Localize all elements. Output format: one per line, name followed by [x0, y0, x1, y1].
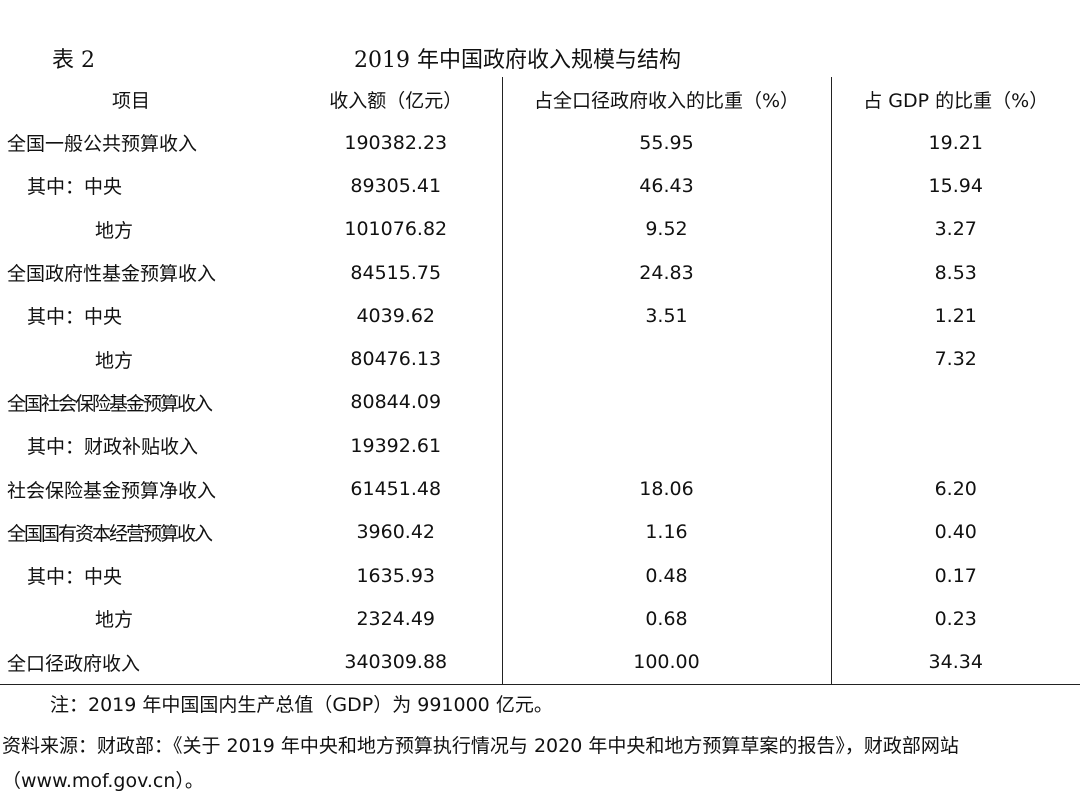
row-share-total: 24.83 [501, 250, 831, 295]
row-share-gdp: 3.27 [830, 207, 1080, 251]
source-line-2: （www.mof.gov.cn）。 [2, 770, 204, 792]
table-note: 注：2019 年中国国内生产总值（GDP）为 991000 亿元。 [50, 694, 553, 716]
row-share-gdp: 1.21 [830, 294, 1080, 338]
row-amount: 61451.48 [350, 478, 442, 501]
row-share-total [501, 380, 831, 425]
row-item: 全国一般公共预算收入 [7, 133, 198, 156]
row-share-gdp [830, 380, 1080, 425]
table-header-row: 项目 收入额（亿元） 占全口径政府收入的比重（%） 占 GDP 的比重（%） [0, 77, 1080, 121]
header-item: 项目 [112, 89, 151, 112]
table-row: 地方 80476.13 7.32 [0, 337, 1080, 381]
row-share-total: 46.43 [501, 164, 831, 208]
row-amount: 89305.41 [350, 174, 442, 197]
row-item: 地方 [95, 349, 134, 372]
row-share-total: 55.95 [501, 121, 831, 165]
row-share-total [501, 424, 831, 468]
row-amount: 19392.61 [350, 434, 442, 457]
table-row: 地方 101076.82 9.52 3.27 [0, 207, 1080, 251]
row-share-gdp: 8.53 [830, 250, 1080, 295]
row-share-gdp: 0.17 [830, 553, 1080, 598]
row-share-total: 0.48 [501, 553, 831, 598]
row-share-gdp: 7.32 [830, 337, 1080, 381]
revenue-table: 项目 收入额（亿元） 占全口径政府收入的比重（%） 占 GDP 的比重（%） 全… [0, 77, 1080, 685]
row-share-total: 18.06 [501, 467, 831, 511]
row-share-total: 0.68 [501, 597, 831, 641]
row-item: 地方 [95, 609, 134, 632]
table-row-total: 全口径政府收入 340309.88 100.00 34.34 [0, 640, 1080, 685]
table-row: 全国社会保险基金预算收入 80844.09 [0, 380, 1080, 425]
row-amount: 2324.49 [356, 607, 436, 630]
header-amount: 收入额（亿元） [329, 89, 463, 112]
row-item: 其中：中央 [27, 176, 123, 199]
row-share-total: 1.16 [501, 510, 831, 554]
row-item: 其中：中央 [27, 566, 123, 589]
row-share-total [501, 337, 831, 381]
row-share-total: 9.52 [501, 207, 831, 251]
header-share-gdp: 占 GDP 的比重（%） [830, 77, 1080, 121]
row-amount: 84515.75 [350, 261, 442, 284]
row-share-gdp: 6.20 [830, 467, 1080, 511]
row-item: 全国社会保险基金预算收入 [7, 392, 213, 415]
row-share-gdp: 15.94 [830, 164, 1080, 208]
table-label: 表 2 [52, 48, 95, 73]
row-share-gdp [830, 424, 1080, 468]
row-amount: 190382.23 [344, 131, 448, 154]
row-item: 全口径政府收入 [0, 640, 290, 685]
row-share-gdp: 19.21 [830, 121, 1080, 165]
table-row: 全国政府性基金预算收入 84515.75 24.83 8.53 [0, 250, 1080, 295]
row-amount: 3960.42 [356, 521, 436, 544]
table-row: 其中：中央 4039.62 3.51 1.21 [0, 294, 1080, 338]
table-row: 其中：中央 89305.41 46.43 15.94 [0, 164, 1080, 208]
header-share-total: 占全口径政府收入的比重（%） [501, 77, 831, 121]
row-share-gdp: 34.34 [830, 640, 1080, 685]
table-row: 其中：财政补贴收入 19392.61 [0, 424, 1080, 468]
row-share-total: 3.51 [501, 294, 831, 338]
table-title: 2019 年中国政府收入规模与结构 [354, 48, 681, 73]
row-amount: 101076.82 [344, 218, 448, 241]
row-amount: 340309.88 [290, 640, 502, 685]
row-amount: 80476.13 [350, 348, 442, 371]
row-amount: 80844.09 [350, 391, 442, 414]
row-share-gdp: 0.40 [830, 510, 1080, 554]
row-item: 地方 [95, 219, 134, 242]
table-row: 地方 2324.49 0.68 0.23 [0, 597, 1080, 641]
row-item: 其中：财政补贴收入 [27, 436, 199, 459]
row-item: 全国政府性基金预算收入 [7, 263, 217, 286]
row-item: 其中：中央 [27, 306, 123, 329]
row-amount: 1635.93 [356, 564, 436, 587]
table-row: 其中：中央 1635.93 0.48 0.17 [0, 553, 1080, 598]
table-row: 全国国有资本经营预算收入 3960.42 1.16 0.40 [0, 510, 1080, 554]
table-row: 社会保险基金预算净收入 61451.48 18.06 6.20 [0, 467, 1080, 511]
source-line-1: 资料来源：财政部：《关于 2019 年中央和地方预算执行情况与 2020 年中央… [2, 735, 959, 757]
row-share-gdp: 0.23 [830, 597, 1080, 641]
table-row: 全国一般公共预算收入 190382.23 55.95 19.21 [0, 121, 1080, 165]
row-amount: 4039.62 [356, 304, 436, 327]
row-item: 全国国有资本经营预算收入 [7, 522, 213, 545]
row-share-total: 100.00 [501, 640, 831, 685]
row-item: 社会保险基金预算净收入 [7, 479, 217, 502]
